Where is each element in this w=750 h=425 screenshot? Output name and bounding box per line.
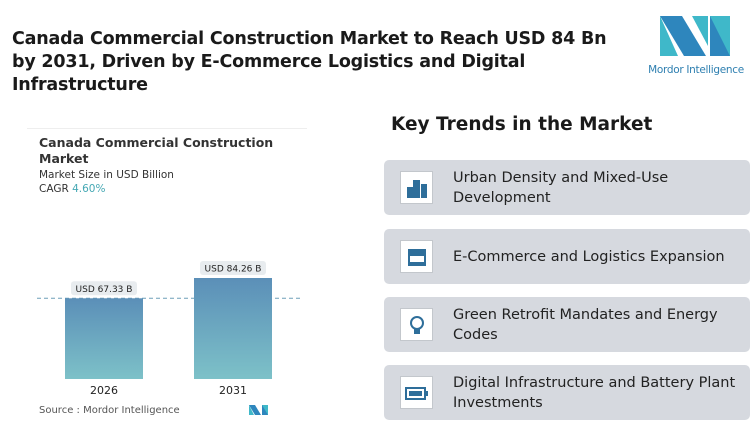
- x-tick-label: 2031: [219, 384, 247, 397]
- data-label: USD 84.26 B: [205, 265, 262, 275]
- data-label: USD 67.33 B: [76, 285, 133, 295]
- trend-card: E-Commerce and Logistics Expansion: [384, 229, 750, 284]
- data-label-bg: [200, 261, 266, 275]
- x-tick-label: 2026: [90, 384, 118, 397]
- trend-label: Digital Infrastructure and Battery Plant…: [453, 374, 736, 411]
- trend-card: Digital Infrastructure and Battery Plant…: [384, 365, 750, 420]
- cagr-value: 4.60%: [72, 183, 106, 195]
- trend-label: Urban Density and Mixed-Use Development: [453, 169, 669, 206]
- chart-title: Canada Commercial Construction Market: [39, 135, 274, 166]
- bar: [65, 298, 143, 379]
- trend-label: E-Commerce and Logistics Expansion: [453, 248, 725, 265]
- trend-card: Urban Density and Mixed-Use Development: [384, 160, 750, 215]
- chart-source: Source : Mordor Intelligence: [39, 405, 180, 416]
- source-logo-icon: [249, 405, 268, 415]
- battery-icon: [400, 376, 433, 409]
- bar: [194, 278, 272, 379]
- chart-subtitle: Market Size in USD Billion: [39, 169, 174, 181]
- trend-label: Green Retrofit Mandates and Energy Codes: [453, 306, 718, 343]
- trend-card: Green Retrofit Mandates and Energy Codes: [384, 297, 750, 352]
- page-title: Canada Commercial Construction Market to…: [12, 29, 607, 95]
- mordor-logo: Mordor Intelligence: [646, 10, 746, 90]
- storefront-icon: [400, 240, 433, 273]
- buildings-icon: [400, 171, 433, 204]
- chart-card: USD 67.33 B 2026 USD 84.26 B 2031 Canada Co…: [27, 128, 307, 423]
- bar-chart: USD 67.33 B 2026 USD 84.26 B 2031: [37, 261, 302, 415]
- trends-title: Key Trends in the Market: [391, 114, 653, 135]
- data-label-bg: [71, 281, 137, 296]
- lightbulb-icon: [400, 308, 433, 341]
- mordor-logo-icon: [660, 16, 730, 56]
- logo-text: Mordor Intelligence: [648, 64, 744, 76]
- cagr: CAGR 4.60%: [39, 183, 105, 195]
- cagr-label: CAGR: [39, 183, 69, 195]
